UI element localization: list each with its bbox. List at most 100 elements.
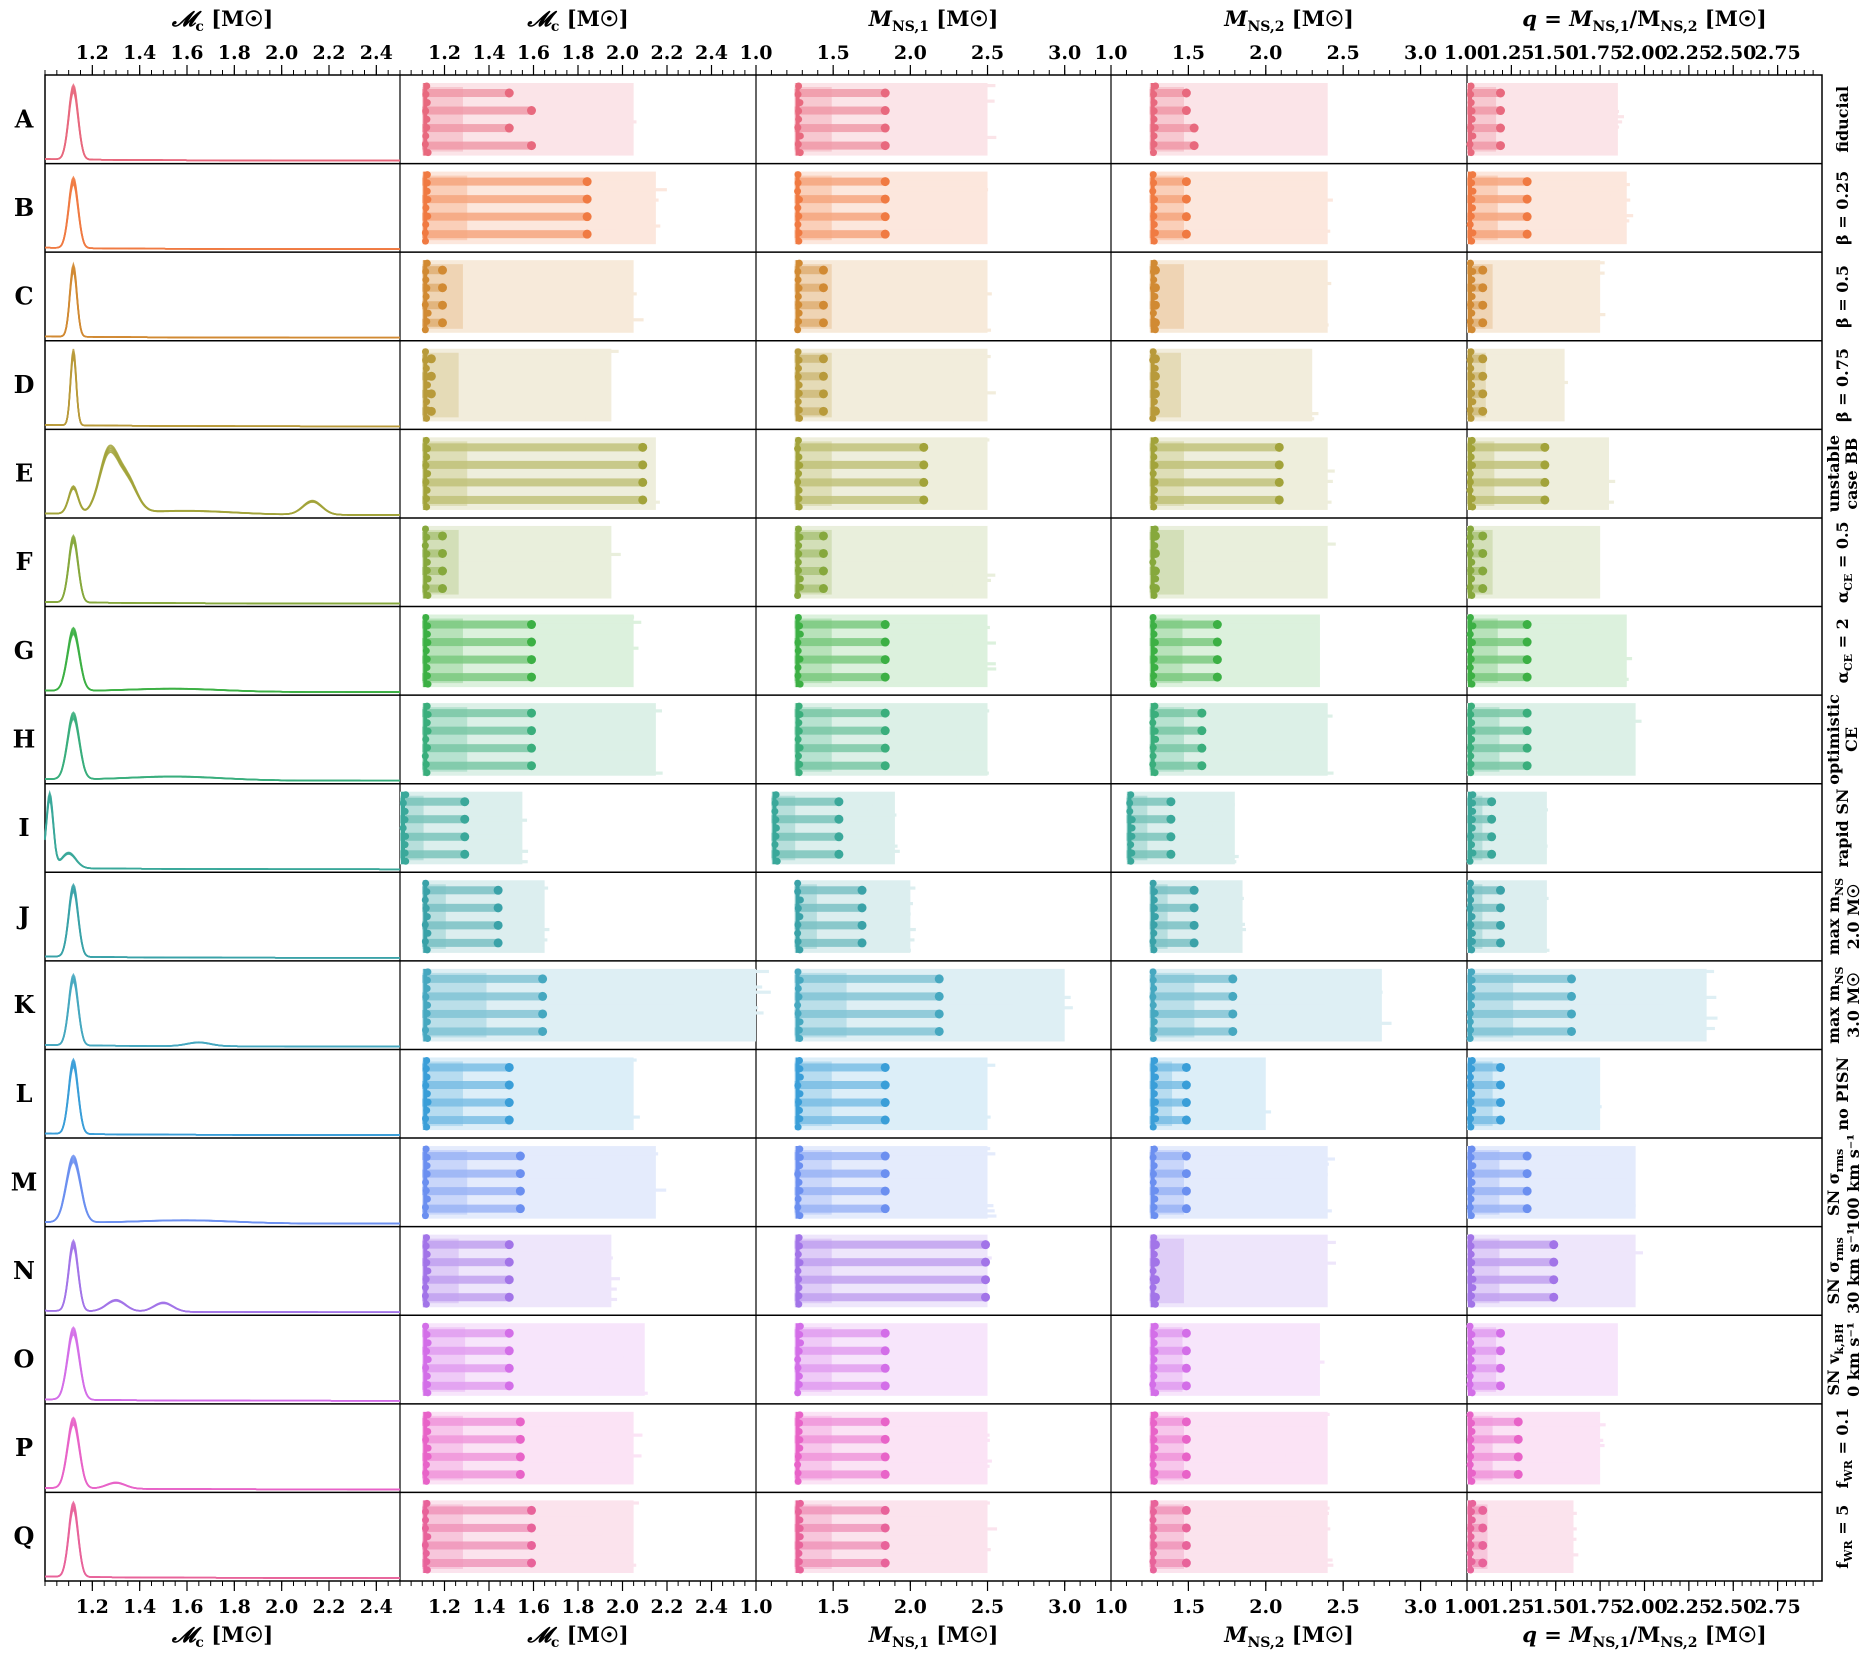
range-bar	[422, 99, 597, 103]
interval-bar	[1149, 177, 1189, 186]
range-bar	[1149, 615, 1319, 619]
interval-marker	[515, 1417, 525, 1427]
density-curve	[44, 352, 400, 428]
range-bar	[1149, 287, 1289, 291]
interval-marker	[1496, 1062, 1505, 1072]
interval-marker	[1274, 495, 1284, 505]
range-bar	[794, 537, 941, 541]
range-bar	[1467, 761, 1608, 765]
range-bar	[1467, 219, 1630, 223]
range-bar	[1467, 1058, 1593, 1062]
interval-bar	[422, 1417, 523, 1426]
range-bar	[422, 1016, 748, 1020]
density-curve	[44, 795, 400, 871]
range-bar	[1149, 1443, 1293, 1448]
range-bar	[1467, 714, 1609, 718]
interval-marker	[1522, 1151, 1532, 1161]
density-curve	[45, 884, 400, 959]
density-curve	[45, 269, 400, 339]
density-curve	[45, 1242, 400, 1313]
range-bar	[1149, 406, 1305, 410]
range-bar	[1149, 1209, 1332, 1213]
interval-marker	[880, 1540, 890, 1550]
interval-marker	[504, 1275, 514, 1285]
range-bar	[794, 1266, 982, 1270]
interval-marker	[504, 1363, 514, 1373]
interval-marker	[880, 229, 890, 239]
interval-marker	[919, 495, 929, 505]
interval-bar	[1467, 797, 1494, 806]
interval-bar	[1467, 709, 1530, 718]
tick-label: 1.00	[1444, 1596, 1490, 1618]
range-bar	[1149, 224, 1288, 228]
interval-bar	[794, 124, 888, 133]
range-bar	[1149, 1172, 1328, 1177]
range-bar	[1149, 1516, 1299, 1521]
range-bar	[1467, 406, 1541, 410]
range-bar	[1149, 276, 1313, 280]
interval-marker	[818, 584, 828, 594]
range-bar	[1149, 1058, 1262, 1062]
range-bar	[422, 281, 613, 286]
range-bar	[1149, 323, 1329, 327]
interval-bar	[422, 1098, 512, 1107]
range-bar	[1149, 396, 1287, 400]
range-bar	[1467, 94, 1587, 98]
interval-marker	[1212, 637, 1222, 647]
range-bar	[771, 823, 878, 827]
row-letter: B	[14, 193, 34, 222]
range-bar	[422, 735, 654, 739]
range-bar	[794, 1480, 971, 1484]
range-bar	[422, 1522, 612, 1526]
interval-bar	[422, 744, 534, 753]
range-bar	[1467, 375, 1549, 379]
range-bar	[1149, 1386, 1285, 1390]
range-bar	[1467, 578, 1587, 582]
interval-bar	[1149, 478, 1282, 487]
range-bar	[1149, 182, 1308, 187]
interval-marker	[1540, 477, 1550, 487]
range-bar	[1467, 740, 1609, 744]
interval-marker	[1181, 1328, 1191, 1338]
density-curve	[45, 537, 400, 605]
density-curve	[45, 629, 400, 693]
range-bar	[1149, 917, 1240, 921]
range-bar	[794, 583, 953, 588]
row-letter: H	[13, 724, 36, 753]
range-bar	[794, 1198, 956, 1203]
interval-marker	[1181, 1363, 1191, 1373]
interval-marker	[919, 477, 929, 487]
interval-marker	[515, 1469, 525, 1479]
range-bar	[794, 1303, 978, 1307]
density-curve	[45, 716, 400, 782]
interval-marker	[834, 797, 844, 807]
interval-marker	[880, 726, 890, 736]
interval-marker	[818, 265, 828, 275]
range-bar	[771, 792, 878, 796]
interval-bar	[422, 655, 534, 664]
range-bar	[422, 750, 647, 754]
interval-marker	[1513, 1469, 1523, 1479]
tick-label: 1.00	[1444, 42, 1490, 64]
density-curve	[45, 1421, 400, 1491]
range-bar	[422, 1235, 565, 1239]
interval-bar	[794, 921, 865, 930]
interval-bar	[1149, 938, 1197, 947]
interval-bar	[1149, 1116, 1189, 1125]
range-bar	[1149, 1537, 1323, 1541]
range-bar	[1149, 1506, 1330, 1510]
tick-label: 2.0	[1249, 42, 1282, 64]
interval-bar	[1467, 141, 1503, 150]
interval-bar	[794, 407, 826, 416]
range-bar	[422, 933, 523, 937]
range-bar	[422, 1412, 597, 1417]
interval-bar	[422, 567, 445, 575]
range-bar	[422, 1214, 627, 1218]
range-bar	[1467, 109, 1620, 114]
tick-label: 3.0	[1048, 1596, 1081, 1618]
range-bar	[1467, 1522, 1564, 1526]
range-bar	[1149, 234, 1288, 238]
density-curve	[45, 85, 400, 162]
range-bar	[422, 380, 572, 385]
interval-bar	[794, 938, 865, 947]
